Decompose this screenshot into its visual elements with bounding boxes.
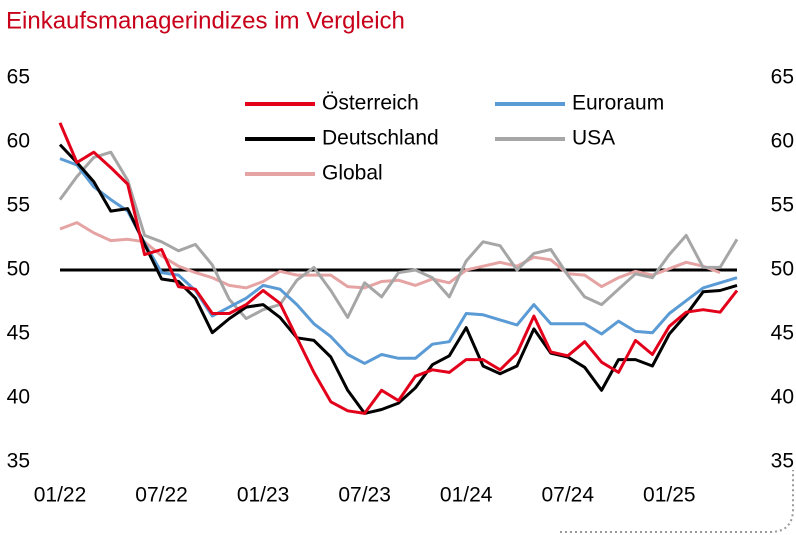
y2-tick-label: 55 bbox=[771, 194, 794, 217]
x-tick-label: 01/25 bbox=[643, 484, 696, 507]
y2-tick-label: 45 bbox=[771, 322, 794, 345]
x-tick-label: 07/23 bbox=[338, 484, 391, 507]
y2-tick-label: 60 bbox=[771, 130, 794, 153]
series-line bbox=[59, 221, 721, 290]
y2-tick-label: 50 bbox=[771, 258, 794, 281]
y-tick-label: 55 bbox=[7, 194, 30, 217]
series-line bbox=[58, 122, 739, 415]
corner-decoration bbox=[560, 470, 794, 533]
y2-tick-label: 40 bbox=[771, 386, 794, 409]
chart-title: Einkaufsmanagerindizes im Vergleich bbox=[6, 7, 405, 34]
series-line bbox=[58, 150, 739, 321]
y-tick-label: 35 bbox=[7, 450, 30, 473]
y-tick-label: 60 bbox=[7, 130, 30, 153]
y-tick-label: 40 bbox=[7, 386, 30, 409]
y-tick-label: 45 bbox=[7, 322, 30, 345]
legend-label: Euroraum bbox=[572, 92, 664, 115]
legend-label: USA bbox=[572, 127, 615, 150]
x-tick-label: 01/24 bbox=[440, 484, 493, 507]
series-line bbox=[59, 157, 738, 365]
x-tick-label: 01/23 bbox=[237, 484, 290, 507]
x-tick-label: 01/22 bbox=[34, 484, 87, 507]
x-tick-label: 07/24 bbox=[541, 484, 594, 507]
y-tick-label: 65 bbox=[7, 66, 30, 89]
legend-label: Global bbox=[322, 162, 383, 185]
y2-tick-label: 65 bbox=[771, 66, 794, 89]
y2-tick-label: 35 bbox=[771, 450, 794, 473]
legend-label: Österreich bbox=[322, 92, 419, 115]
y-tick-label: 50 bbox=[7, 258, 30, 281]
x-tick-label: 07/22 bbox=[135, 484, 188, 507]
legend-label: Deutschland bbox=[322, 127, 439, 150]
